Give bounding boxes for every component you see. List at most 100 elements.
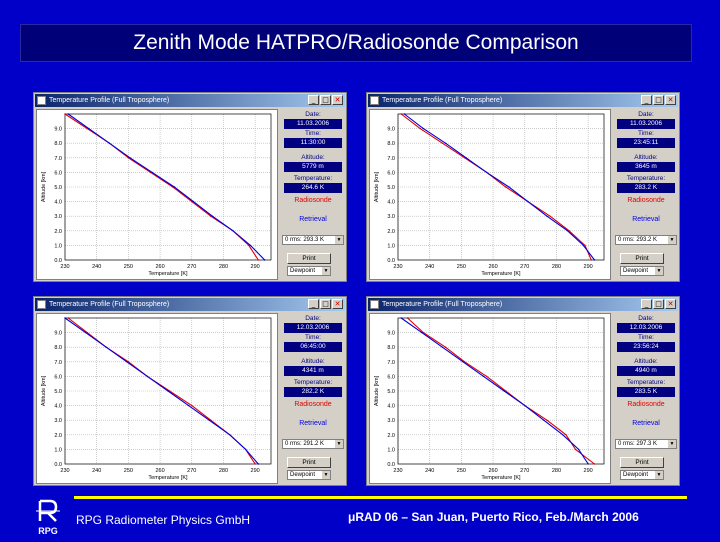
x-axis-label: Temperature [K] <box>148 475 188 481</box>
y-tick-label: 3.0 <box>54 418 62 424</box>
profile-plot: 0.0 1.0 2.0 3.0 4.0 5.0 6.0 7.0 8.0 9.0 230 240 250 2… <box>36 313 278 484</box>
print-button[interactable]: Print <box>620 253 664 264</box>
maximize-icon[interactable]: □ <box>653 95 664 105</box>
chevron-down-icon[interactable]: ▼ <box>655 267 663 275</box>
temperature-profile-window-1: Temperature Profile (Full Troposphere) _ □… <box>33 92 347 282</box>
retrieval-point <box>173 186 176 188</box>
minimize-icon[interactable]: _ <box>308 95 319 105</box>
y-tick-label: 8.0 <box>54 141 62 147</box>
profile-select[interactable]: Dewpoint ▼ <box>620 266 664 276</box>
date-field: 11.03.2006 <box>284 119 342 129</box>
y-tick-label: 2.0 <box>54 433 62 439</box>
time-field: 23:45:11 <box>617 138 675 148</box>
retrieval-point <box>593 259 596 261</box>
y-tick-label: 5.0 <box>54 185 62 191</box>
x-tick-label: 270 <box>187 468 196 474</box>
retrieval-point <box>187 404 190 407</box>
x-tick-label: 250 <box>457 468 466 474</box>
y-tick-label: 0.0 <box>54 462 62 468</box>
chevron-down-icon[interactable]: ▼ <box>322 267 330 275</box>
window-titlebar[interactable]: Temperature Profile (Full Troposphere) _ □… <box>368 298 678 311</box>
y-tick-label: 5.0 <box>387 185 395 191</box>
retrieval-point <box>126 361 128 363</box>
radiosonde-point <box>254 463 256 465</box>
y-tick-label: 4.0 <box>54 404 62 410</box>
close-icon[interactable]: ✕ <box>665 299 676 309</box>
minimize-icon[interactable]: _ <box>308 299 319 309</box>
chevron-down-icon[interactable]: ▼ <box>668 440 676 448</box>
y-tick-label: 6.0 <box>54 374 62 380</box>
x-tick-label: 280 <box>219 264 228 270</box>
radiosonde-point <box>419 127 421 130</box>
plot-frame <box>64 113 272 261</box>
retrieval-point <box>84 331 87 334</box>
retrieval-point <box>527 200 529 203</box>
altitude-field: 3645 m <box>617 162 675 172</box>
x-tick-label: 280 <box>552 264 561 270</box>
x-tick-label: 270 <box>520 264 529 270</box>
close-icon[interactable]: ✕ <box>332 299 343 309</box>
profile-select-value: Dewpoint <box>290 472 316 478</box>
radiosonde-point <box>584 244 586 247</box>
maximize-icon[interactable]: □ <box>320 95 331 105</box>
maximize-icon[interactable]: □ <box>653 299 664 309</box>
y-tick-label: 9.0 <box>54 127 62 133</box>
profile-select[interactable]: Dewpoint ▼ <box>620 470 664 480</box>
radiosonde-legend: Radiosonde <box>294 197 332 204</box>
window-titlebar[interactable]: Temperature Profile (Full Troposphere) _ □… <box>35 298 345 311</box>
window-title: Temperature Profile (Full Troposphere) <box>49 97 170 104</box>
chart-svg: 0.0 1.0 2.0 3.0 4.0 5.0 6.0 7.0 8.0 9.0 230 240 250 2… <box>41 113 272 277</box>
y-tick-label: 7.0 <box>387 156 395 162</box>
profile-select[interactable]: Dewpoint ▼ <box>287 266 331 276</box>
close-icon[interactable]: ✕ <box>665 95 676 105</box>
radiosonde-point <box>400 113 402 115</box>
x-tick-label: 280 <box>219 468 228 474</box>
radiosonde-point <box>444 346 447 348</box>
window-titlebar[interactable]: Temperature Profile (Full Troposphere) _ □… <box>368 94 678 107</box>
minimize-icon[interactable]: _ <box>641 299 652 309</box>
close-icon[interactable]: ✕ <box>332 95 343 105</box>
retrieval-point <box>400 317 402 319</box>
retrieval-point <box>208 419 210 421</box>
print-button[interactable]: Print <box>620 457 664 468</box>
y-tick-label: 8.0 <box>387 141 395 147</box>
chevron-down-icon[interactable]: ▼ <box>668 236 676 244</box>
rms-select[interactable]: 0 rms: 293.3 K ▼ <box>282 235 344 245</box>
temperature-profile-window-4: Temperature Profile (Full Troposphere) _ □… <box>366 296 680 486</box>
chevron-down-icon[interactable]: ▼ <box>322 471 330 479</box>
rms-value: 0 rms: 291.2 K <box>285 441 325 447</box>
rms-select[interactable]: 0 rms: 291.2 K ▼ <box>282 439 344 449</box>
retrieval-point <box>88 127 90 130</box>
slide-title: Zenith Mode HATPRO/Radiosonde Comparison <box>20 24 692 62</box>
y-tick-label: 8.0 <box>54 345 62 351</box>
retrieval-point <box>257 463 260 465</box>
time-field: 23:56:24 <box>617 342 675 352</box>
print-button[interactable]: Print <box>287 457 331 468</box>
chart-svg: 0.0 1.0 2.0 3.0 4.0 5.0 6.0 7.0 8.0 9.0 230 240 250 2… <box>374 317 605 481</box>
retrieval-point <box>421 331 423 334</box>
profile-select[interactable]: Dewpoint ▼ <box>287 470 331 480</box>
app-icon <box>37 96 46 105</box>
logo-text: RPG <box>38 526 58 536</box>
x-tick-label: 230 <box>60 468 69 474</box>
y-tick-label: 0.0 <box>54 258 62 264</box>
minimize-icon[interactable]: _ <box>641 95 652 105</box>
radiosonde-point <box>64 113 66 115</box>
date-field: 11.03.2006 <box>617 119 675 129</box>
maximize-icon[interactable]: □ <box>320 299 331 309</box>
rms-select[interactable]: 0 rms: 293.2 K ▼ <box>615 235 677 245</box>
y-tick-label: 6.0 <box>387 374 395 380</box>
window-titlebar[interactable]: Temperature Profile (Full Troposphere) _ □… <box>35 94 345 107</box>
temperature-field: 282.2 K <box>284 387 342 397</box>
radiosonde-point <box>546 419 548 421</box>
print-button[interactable]: Print <box>287 253 331 264</box>
x-tick-label: 230 <box>393 468 402 474</box>
retrieval-point <box>108 142 111 144</box>
rms-select[interactable]: 0 rms: 297.3 K ▼ <box>615 439 677 449</box>
chevron-down-icon[interactable]: ▼ <box>655 471 663 479</box>
altitude-label: Altitude: <box>634 154 658 161</box>
retrieval-point <box>67 113 69 115</box>
chevron-down-icon[interactable]: ▼ <box>335 236 343 244</box>
time-label: Time: <box>304 334 321 341</box>
chevron-down-icon[interactable]: ▼ <box>335 440 343 448</box>
